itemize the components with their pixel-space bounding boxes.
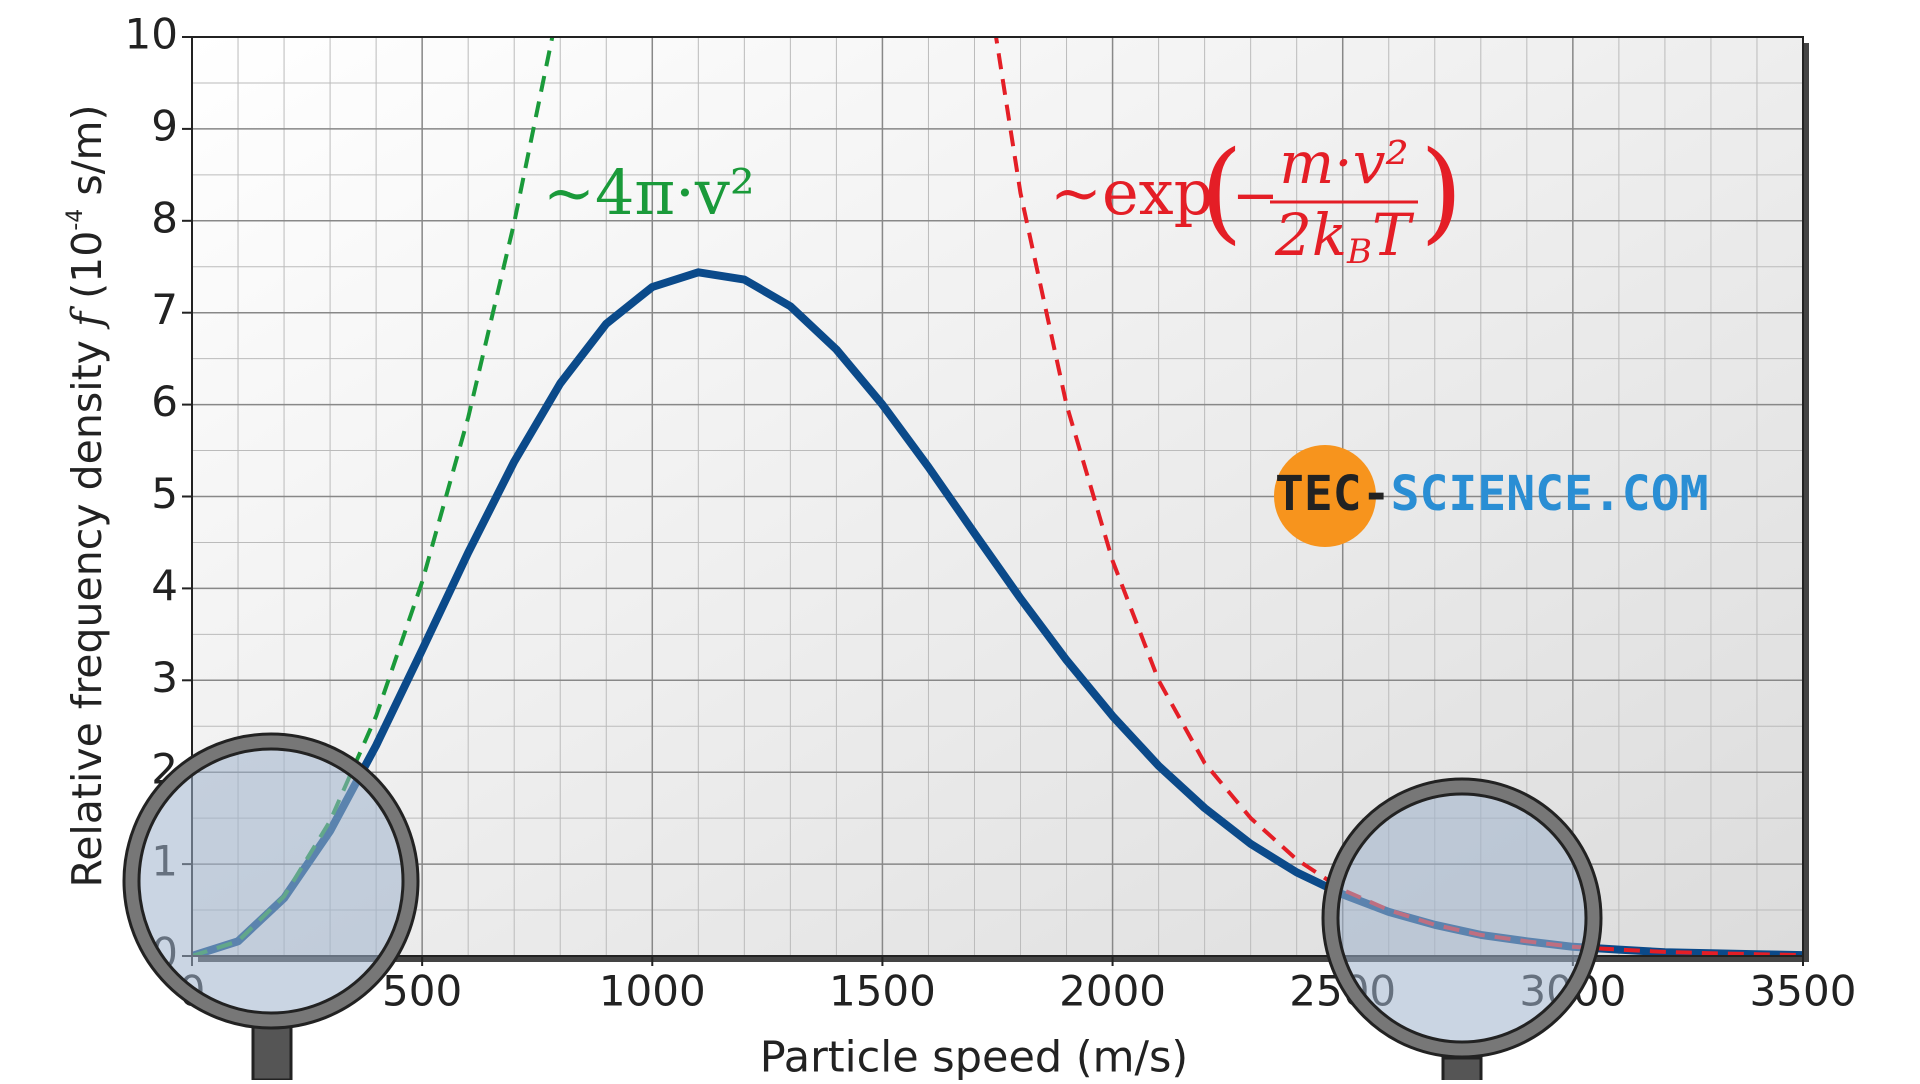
paren: (: [1200, 127, 1243, 255]
y-tick-label: 9: [151, 101, 178, 150]
y-label-unit: (10: [63, 231, 111, 299]
y-tick-label: 6: [151, 377, 178, 426]
y-tick-label: 10: [125, 10, 178, 59]
minus: −: [1232, 164, 1279, 229]
den-end: T: [1372, 201, 1415, 269]
logo-part: TEC-: [1275, 466, 1391, 522]
red-annotation-denominator: 2kBT: [1274, 201, 1415, 272]
red-annotation-numerator: m·v²: [1279, 129, 1408, 197]
x-tick-label: 500: [382, 967, 462, 1016]
y-label-text: Relative frequency density: [63, 340, 111, 887]
y-tick-label: 5: [151, 469, 178, 518]
y-label-exponent: -4: [63, 209, 88, 231]
series-line: [192, 37, 555, 956]
red-annotation: ~exp ( − m·v² 2kBT ): [1050, 127, 1463, 272]
y-axis-label: Relative frequency density f (10-4 s/m): [63, 105, 112, 888]
paren: ): [1420, 127, 1463, 255]
x-tick-label: 1000: [599, 967, 706, 1016]
x-tick-label: 3500: [1750, 967, 1857, 1016]
logo-circle: [1274, 445, 1376, 547]
den-sub: B: [1346, 232, 1372, 272]
red-annotation-prefix: ~exp: [1050, 156, 1213, 229]
magnifier: [122, 732, 420, 1082]
y-tick-label: 3: [151, 653, 178, 702]
logo: TEC-SCIENCE.COM: [1275, 466, 1708, 522]
green-annotation: ~4π·v²: [543, 156, 755, 229]
x-tick-label: 2000: [1059, 967, 1166, 1016]
den: 2k: [1274, 201, 1347, 269]
logo-part: SCIENCE: [1391, 466, 1593, 522]
x-axis-label: Particle speed (m/s): [760, 1033, 1188, 1081]
grid: [191, 36, 1804, 957]
y-label-symbol: f: [63, 305, 111, 330]
y-label-unit-end: s/m): [63, 105, 111, 196]
y-tick-label: 4: [151, 561, 178, 610]
logo-part: .COM: [1593, 466, 1709, 522]
x-tick-label: 1500: [829, 967, 936, 1016]
series-line: [994, 37, 1803, 956]
y-tick-label: 8: [151, 193, 178, 242]
y-tick-label: 7: [151, 285, 178, 334]
magnifier: [1321, 777, 1603, 1084]
